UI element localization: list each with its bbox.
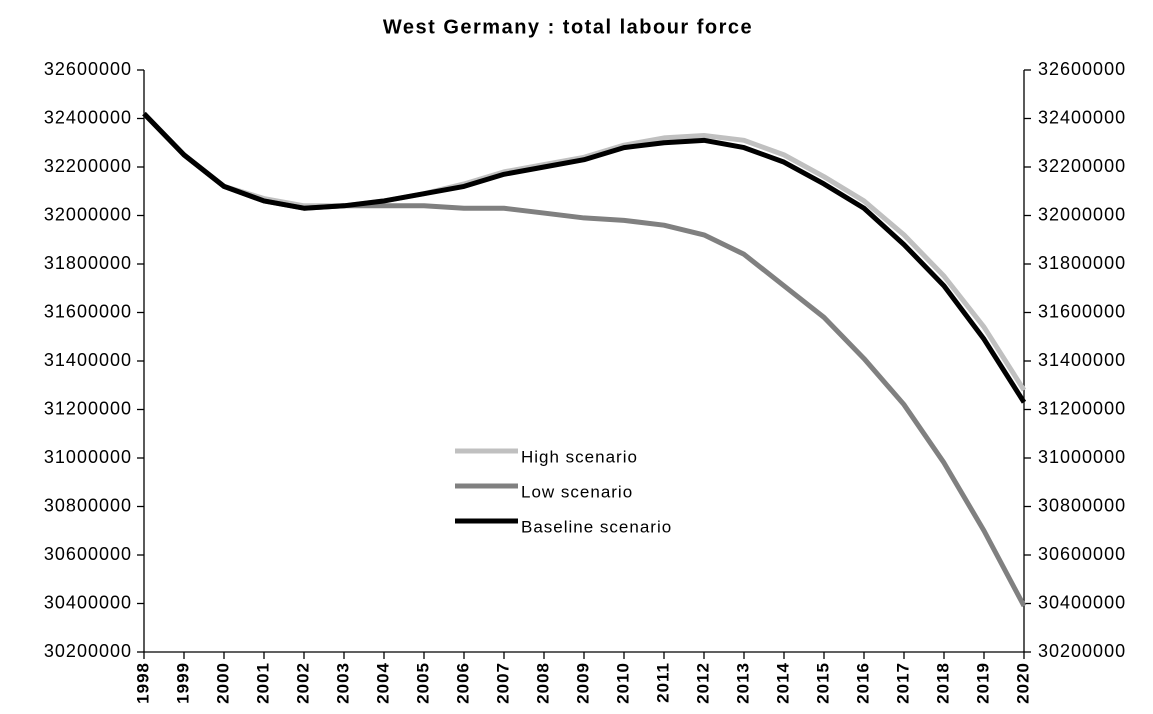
legend-label: High scenario bbox=[521, 447, 638, 466]
y-tick-label: 30600000 bbox=[44, 544, 132, 564]
x-tick-label: 2016 bbox=[853, 662, 872, 704]
series-line bbox=[142, 111, 1027, 392]
y-tick-label: 30200000 bbox=[44, 641, 132, 661]
x-tick-label: 2009 bbox=[573, 662, 592, 704]
y2-tick-label: 30600000 bbox=[1038, 544, 1126, 564]
x-tick-label: 2019 bbox=[973, 662, 992, 704]
y-tick-label: 32400000 bbox=[44, 107, 132, 127]
y2-tick-label: 30800000 bbox=[1038, 495, 1126, 515]
x-tick-label: 2002 bbox=[293, 662, 312, 704]
x-tick-label: 2017 bbox=[893, 662, 912, 704]
x-tick-label: 2008 bbox=[533, 662, 552, 704]
x-tick-label: 2000 bbox=[213, 662, 232, 704]
legend-label: Baseline scenario bbox=[521, 517, 672, 536]
x-tick-label: 2011 bbox=[653, 662, 672, 703]
y-tick-label: 31000000 bbox=[44, 447, 132, 467]
y2-tick-label: 31800000 bbox=[1038, 253, 1126, 273]
chart-title: West Germany : total labour force bbox=[383, 16, 753, 38]
y2-tick-label: 30200000 bbox=[1038, 641, 1126, 661]
legend-label: Low scenario bbox=[521, 482, 633, 501]
y2-tick-label: 31600000 bbox=[1038, 301, 1126, 321]
y-tick-label: 31400000 bbox=[44, 350, 132, 370]
x-tick-label: 2010 bbox=[613, 662, 632, 704]
x-tick-label: 2014 bbox=[773, 662, 792, 704]
x-tick-label: 2020 bbox=[1013, 662, 1032, 704]
x-tick-label: 2013 bbox=[733, 662, 752, 704]
y2-tick-label: 32600000 bbox=[1038, 59, 1126, 79]
x-tick-label: 2018 bbox=[933, 662, 952, 704]
y2-tick-label: 30400000 bbox=[1038, 592, 1126, 612]
y-tick-label: 30800000 bbox=[44, 495, 132, 515]
x-tick-label: 2004 bbox=[373, 662, 392, 704]
x-tick-label: 2007 bbox=[493, 662, 512, 704]
x-tick-label: 2003 bbox=[333, 662, 352, 704]
x-tick-label: 2015 bbox=[813, 662, 832, 704]
y-tick-label: 31800000 bbox=[44, 253, 132, 273]
x-tick-label: 1998 bbox=[133, 662, 152, 704]
x-tick-label: 2005 bbox=[413, 662, 432, 704]
y-tick-label: 30400000 bbox=[44, 592, 132, 612]
y-tick-label: 32000000 bbox=[44, 204, 132, 224]
series-line bbox=[142, 111, 1027, 404]
y2-tick-label: 31000000 bbox=[1038, 447, 1126, 467]
x-tick-label: 1999 bbox=[173, 662, 192, 704]
y-tick-label: 32600000 bbox=[44, 59, 132, 79]
x-tick-label: 2012 bbox=[693, 662, 712, 704]
x-tick-label: 2006 bbox=[453, 662, 472, 704]
y2-tick-label: 32000000 bbox=[1038, 204, 1126, 224]
y2-tick-label: 32200000 bbox=[1038, 156, 1126, 176]
y2-tick-label: 31200000 bbox=[1038, 398, 1126, 418]
y2-tick-label: 32400000 bbox=[1038, 107, 1126, 127]
y-tick-label: 31200000 bbox=[44, 398, 132, 418]
y-tick-label: 31600000 bbox=[44, 301, 132, 321]
y-tick-label: 32200000 bbox=[44, 156, 132, 176]
y2-tick-label: 31400000 bbox=[1038, 350, 1126, 370]
x-tick-label: 2001 bbox=[253, 662, 272, 704]
